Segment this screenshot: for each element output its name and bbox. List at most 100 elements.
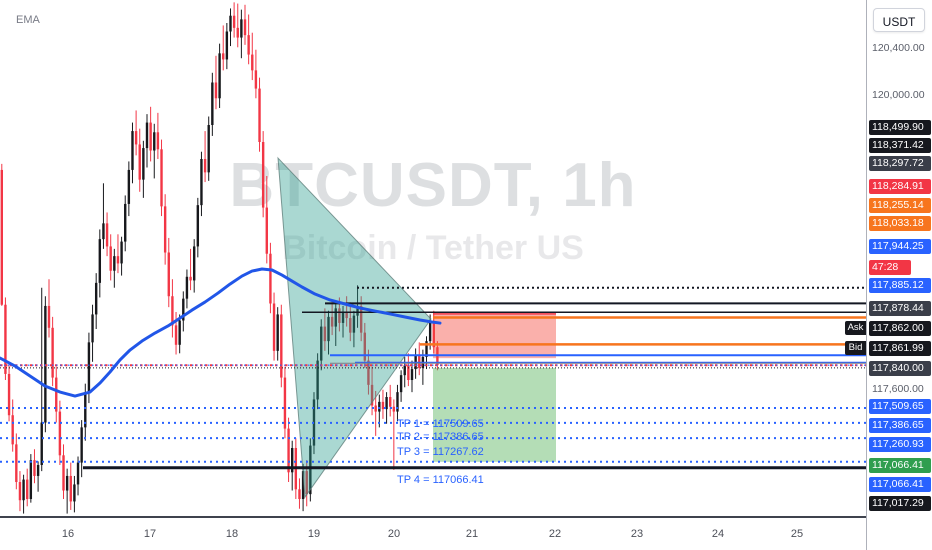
candle-body	[287, 428, 290, 473]
candle-body	[356, 305, 359, 316]
candle-body	[200, 159, 203, 206]
candle-body	[18, 482, 22, 501]
candle-body	[160, 149, 163, 207]
candle-body	[47, 305, 51, 328]
candle-body	[225, 31, 229, 60]
candle-body	[7, 373, 11, 416]
candle-body	[91, 314, 94, 343]
candle-body	[236, 27, 239, 38]
tp-annotation: TP 1 = 117509.65	[397, 418, 484, 430]
candle-body	[80, 427, 83, 463]
time-axis-label: 17	[143, 528, 157, 540]
candle-body	[251, 54, 254, 71]
chart-canvas[interactable]	[0, 0, 866, 516]
price-line-label: 118,371.42	[869, 137, 931, 153]
candle-body	[207, 125, 210, 173]
candle-body	[120, 241, 123, 264]
time-axis[interactable]: 16 17 18 19 20 21 22 23 24 25	[0, 516, 932, 550]
candle-body	[33, 460, 36, 476]
price-line-label: 118,499.90	[869, 119, 931, 135]
candle-body	[370, 384, 374, 406]
price-line-label: 117,861.99	[869, 340, 931, 356]
ask-tag: Ask	[845, 321, 866, 335]
candle-body	[167, 252, 170, 297]
candle-body	[171, 296, 174, 326]
candle-body	[432, 321, 435, 348]
candle-body	[425, 341, 428, 357]
time-axis-label: 22	[548, 528, 562, 540]
price-line-label: 117,066.41	[869, 457, 931, 473]
candle-body	[352, 315, 356, 333]
candle-body	[385, 397, 388, 410]
candle-body	[51, 327, 54, 378]
candle-body	[22, 479, 25, 501]
candle-body	[378, 401, 381, 412]
bid-tag: Bid	[845, 341, 866, 355]
candle-body	[84, 392, 87, 428]
candle-body	[178, 320, 181, 345]
time-axis-label: 18	[225, 528, 239, 540]
candle-body	[40, 422, 43, 466]
candle-body	[396, 392, 399, 412]
axis-price-value: 120,400.00	[872, 42, 925, 54]
candle-body	[29, 460, 33, 500]
candle-body	[330, 316, 334, 327]
candle-body	[192, 246, 196, 281]
candle-body	[363, 332, 366, 361]
candle-body	[243, 19, 247, 36]
candle-body	[269, 253, 272, 304]
price-line-label: 117,878.44	[869, 300, 931, 316]
candle-body	[222, 53, 225, 60]
candle-body	[94, 282, 98, 315]
candle-body	[305, 471, 308, 495]
candle-body	[381, 401, 385, 410]
candle-body	[113, 256, 116, 271]
candle-body	[229, 15, 232, 32]
candle-body	[65, 475, 69, 491]
price-line-label: 117,509.65	[869, 398, 931, 414]
candle-body	[58, 411, 62, 456]
candle-body	[196, 205, 200, 247]
tp-annotation: TP 4 = 117066.41	[397, 474, 484, 486]
candle-body	[26, 479, 29, 500]
candle-body	[298, 489, 301, 500]
price-line-label: 118,255.14	[869, 197, 931, 213]
time-axis-label: 21	[465, 528, 479, 540]
candle-body	[134, 131, 138, 145]
candle-body	[131, 131, 134, 170]
candle-body	[55, 377, 58, 412]
candle-body	[261, 142, 265, 208]
currency-toggle-button[interactable]: USDT	[873, 8, 925, 32]
candle-body	[359, 305, 363, 333]
indicator-ema-label[interactable]: EMA	[16, 14, 40, 26]
candle-body	[334, 308, 337, 327]
price-line-label: 117,862.00	[869, 320, 931, 336]
candle-body	[407, 365, 410, 381]
candle-body	[163, 206, 167, 253]
candle-body	[389, 397, 392, 407]
candle-body	[76, 462, 80, 485]
candle-body	[341, 312, 345, 323]
candle-body	[291, 448, 294, 473]
candle-body	[182, 298, 185, 321]
candle-body	[142, 148, 145, 180]
candle-body	[280, 314, 283, 378]
price-line-label: 117,260.93	[869, 436, 931, 452]
candle-body	[211, 82, 214, 126]
price-scale[interactable]: USDT 120,400.00 120,000.00 117,600.00 118,4…	[866, 0, 932, 516]
candle-body	[374, 405, 377, 412]
price-line-label: 118,033.18	[869, 215, 931, 231]
price-line-label: 117,386.65	[869, 417, 931, 433]
candle-body	[418, 354, 421, 368]
candle-body	[301, 471, 305, 500]
ema-line	[0, 267, 442, 398]
candle-body	[428, 321, 432, 342]
candle-body	[276, 314, 279, 351]
price-line-label: 118,297.72	[869, 155, 931, 171]
time-axis-label: 16	[61, 528, 75, 540]
candle-body	[62, 455, 65, 491]
price-line-label: 117,885.12	[869, 277, 931, 293]
candle-body	[320, 326, 323, 361]
candle-body	[124, 203, 127, 242]
